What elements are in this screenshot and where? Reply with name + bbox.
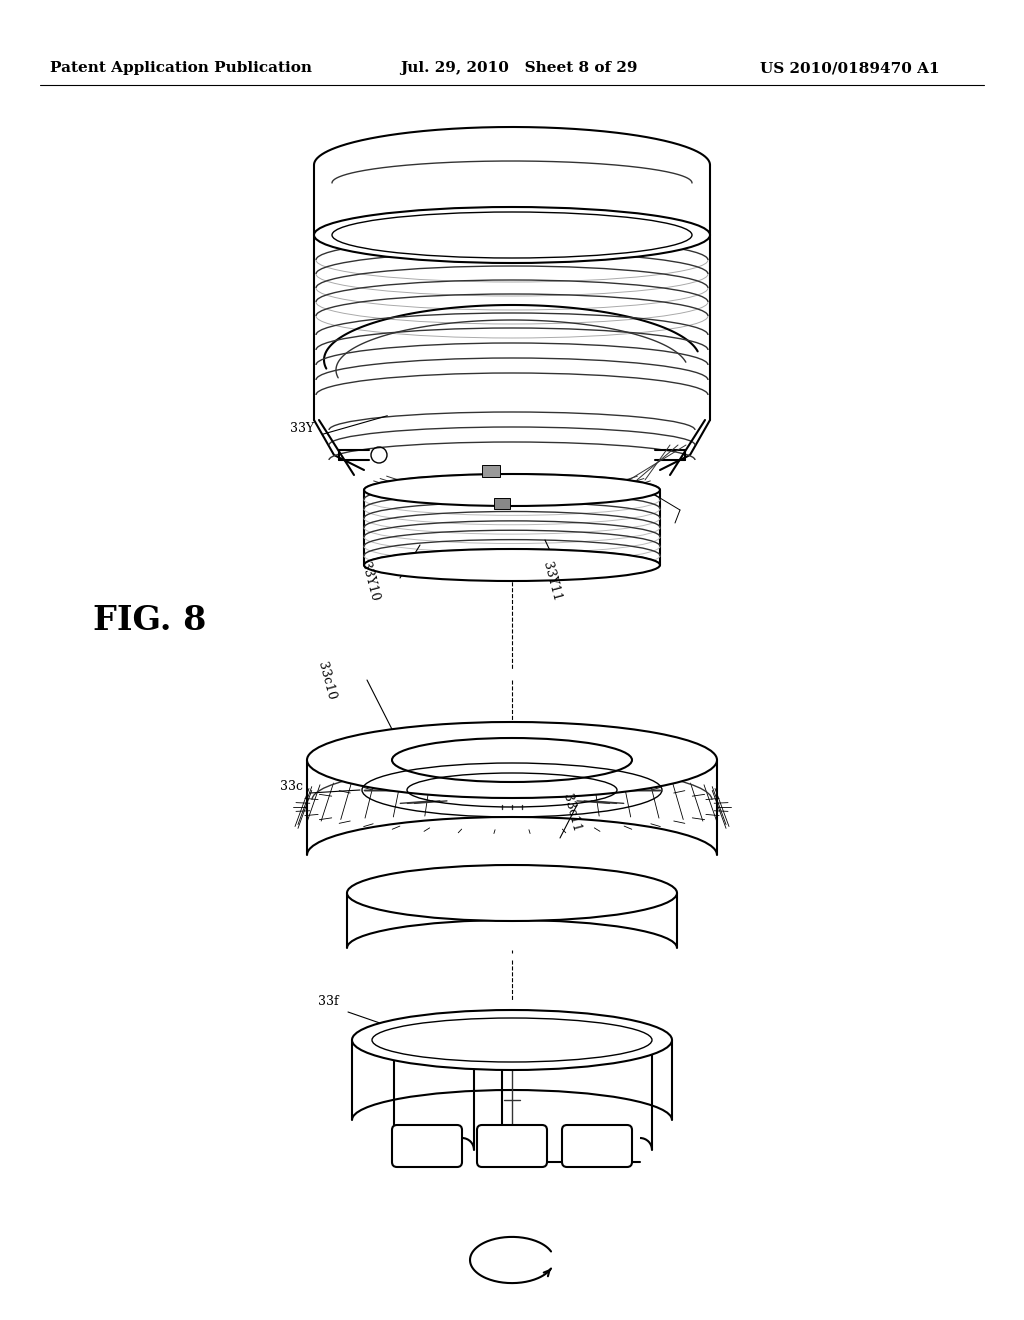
Text: 33Y11: 33Y11 xyxy=(540,561,563,603)
Ellipse shape xyxy=(347,865,677,921)
Bar xyxy=(482,465,500,477)
Text: 33Y: 33Y xyxy=(290,422,314,436)
Text: Jul. 29, 2010   Sheet 8 of 29: Jul. 29, 2010 Sheet 8 of 29 xyxy=(400,61,638,75)
Text: 33c11: 33c11 xyxy=(560,792,583,833)
Text: 33f: 33f xyxy=(318,995,339,1008)
FancyBboxPatch shape xyxy=(562,1125,632,1167)
Text: US 2010/0189470 A1: US 2010/0189470 A1 xyxy=(760,61,940,75)
Ellipse shape xyxy=(392,738,632,781)
Text: Patent Application Publication: Patent Application Publication xyxy=(50,61,312,75)
Text: 33c: 33c xyxy=(280,780,303,793)
Ellipse shape xyxy=(314,207,710,263)
Bar xyxy=(494,498,510,510)
Ellipse shape xyxy=(364,549,660,581)
Ellipse shape xyxy=(307,722,717,799)
FancyBboxPatch shape xyxy=(477,1125,547,1167)
Ellipse shape xyxy=(364,474,660,506)
Ellipse shape xyxy=(352,1010,672,1071)
Text: 33Y10: 33Y10 xyxy=(358,561,381,603)
Text: 33c10: 33c10 xyxy=(315,660,338,701)
Text: FIG. 8: FIG. 8 xyxy=(93,603,207,636)
FancyBboxPatch shape xyxy=(392,1125,462,1167)
